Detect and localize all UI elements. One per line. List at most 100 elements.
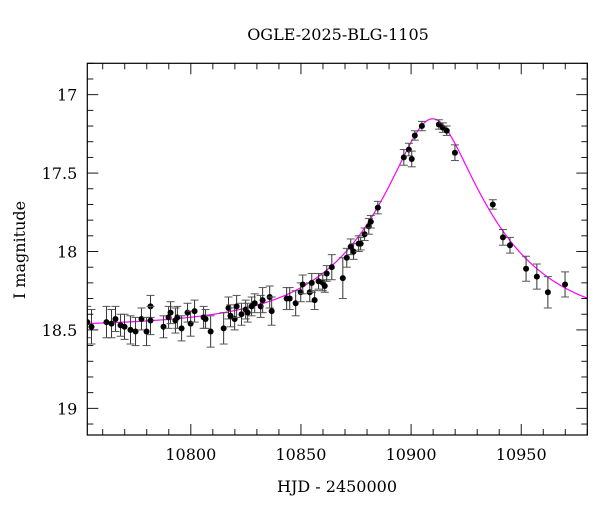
point-marker — [499, 234, 506, 241]
point-marker — [108, 320, 115, 327]
data-point — [310, 290, 319, 311]
point-marker — [311, 297, 318, 304]
data-point — [543, 276, 552, 309]
point-marker — [308, 279, 315, 286]
data-point — [291, 290, 300, 317]
point-marker — [251, 300, 258, 307]
data-point — [532, 263, 541, 290]
y-tick-label: 18 — [57, 243, 77, 262]
point-marker — [343, 254, 350, 261]
point-marker — [220, 325, 227, 332]
data-point — [190, 299, 199, 323]
point-marker — [207, 328, 214, 335]
point-marker — [160, 323, 167, 330]
data-point — [226, 304, 235, 328]
point-marker — [323, 270, 330, 277]
data-point — [232, 294, 241, 318]
data-point — [417, 120, 426, 132]
data-point — [177, 315, 186, 342]
point-marker — [187, 320, 194, 327]
y-tick-label: 17 — [57, 86, 77, 105]
data-point — [206, 315, 215, 348]
data-points — [87, 119, 570, 348]
data-point — [450, 144, 459, 162]
data-point — [137, 307, 146, 331]
data-point — [166, 301, 175, 325]
x-tick-label: 10950 — [496, 445, 547, 464]
data-point — [407, 150, 416, 168]
x-axis-label: HJD - 2450000 — [277, 477, 397, 496]
point-marker — [178, 325, 185, 332]
point-marker — [400, 154, 407, 161]
point-marker — [191, 308, 198, 315]
point-marker — [88, 323, 95, 330]
data-point — [201, 309, 210, 329]
data-point — [131, 316, 140, 347]
data-point — [250, 293, 259, 314]
point-marker — [202, 315, 209, 322]
point-marker — [544, 289, 551, 296]
point-marker — [374, 204, 381, 211]
point-marker — [227, 312, 234, 319]
point-marker — [361, 231, 368, 238]
data-point — [320, 279, 329, 293]
point-marker — [357, 240, 364, 247]
point-marker — [367, 218, 374, 225]
point-marker — [328, 264, 335, 271]
data-point — [120, 313, 129, 340]
data-point — [522, 255, 531, 282]
x-tick-label: 10900 — [386, 445, 437, 464]
data-point — [561, 271, 570, 298]
point-marker — [286, 295, 293, 302]
point-marker — [443, 127, 450, 134]
data-point — [498, 229, 507, 246]
point-marker — [143, 328, 150, 335]
point-marker — [292, 300, 299, 307]
data-point — [322, 265, 331, 282]
point-marker — [147, 317, 154, 324]
point-marker — [489, 201, 496, 208]
data-point — [243, 302, 252, 323]
data-point — [126, 315, 135, 345]
point-marker — [103, 319, 110, 326]
point-marker — [523, 265, 530, 272]
data-point — [298, 274, 307, 295]
point-marker — [127, 326, 134, 333]
model-layer — [87, 118, 588, 325]
data-point — [87, 309, 96, 345]
point-marker — [506, 242, 513, 249]
model-curve — [87, 118, 588, 325]
data-point — [237, 302, 246, 326]
data-point — [442, 125, 451, 136]
data-point — [307, 272, 316, 293]
point-marker — [339, 275, 346, 282]
data-point — [356, 236, 365, 251]
data-point — [111, 305, 120, 332]
point-marker — [321, 283, 328, 290]
data-point — [219, 312, 228, 345]
point-marker — [405, 146, 412, 153]
y-tick-label: 18.5 — [42, 321, 78, 340]
data-point — [410, 130, 419, 141]
point-marker — [533, 273, 540, 280]
point-marker — [87, 319, 91, 326]
data-point — [107, 309, 116, 339]
point-marker — [418, 123, 425, 130]
data-point — [342, 247, 351, 268]
point-marker — [347, 243, 354, 250]
point-marker — [233, 303, 240, 310]
data-point — [173, 305, 182, 329]
data-point — [146, 305, 155, 336]
data-point — [285, 287, 294, 311]
y-tick-label: 19 — [57, 399, 77, 418]
point-marker — [238, 311, 245, 318]
point-marker — [451, 149, 458, 156]
point-marker — [174, 314, 181, 321]
chart-title: OGLE-2025-BLG-1105 — [247, 25, 429, 44]
point-marker — [350, 248, 357, 255]
point-marker — [244, 309, 251, 316]
point-marker — [408, 155, 415, 162]
point-marker — [112, 315, 119, 322]
point-marker — [562, 281, 569, 288]
